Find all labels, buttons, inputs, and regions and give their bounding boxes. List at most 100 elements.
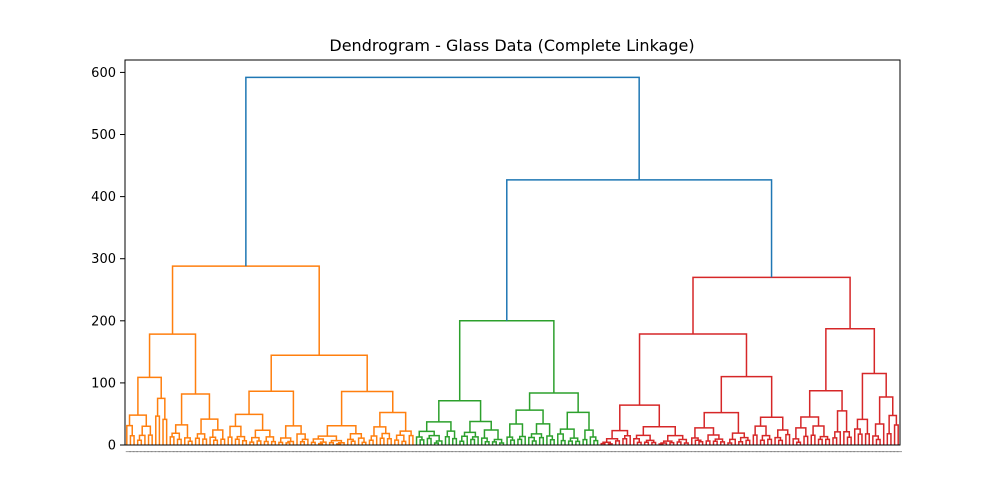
dendrogram-link xyxy=(614,440,621,445)
leaf-label: | xyxy=(817,451,823,453)
leaf-label: | xyxy=(617,451,623,453)
dendrogram-link xyxy=(379,437,385,445)
dendrogram-link xyxy=(176,438,182,445)
leaf-label: | xyxy=(487,451,493,453)
leaf-label: | xyxy=(773,451,779,453)
dendrogram-link xyxy=(832,437,838,445)
dendrogram-link xyxy=(582,438,588,445)
dendrogram-link xyxy=(419,439,425,445)
leaf-label: | xyxy=(737,451,743,453)
leaf-label: | xyxy=(632,451,638,453)
leaf-label: | xyxy=(433,451,439,453)
leaf-label: | xyxy=(704,451,710,453)
leaf-label: | xyxy=(693,451,699,453)
leaf-label: | xyxy=(237,451,243,453)
dendrogram-link xyxy=(471,436,479,445)
leaf-label: | xyxy=(360,451,366,453)
dendrogram-link xyxy=(174,424,189,438)
leaf-label: | xyxy=(125,451,131,453)
leaf-label: | xyxy=(668,451,674,453)
dendrogram-link xyxy=(517,438,523,445)
leaf-label: | xyxy=(596,451,602,453)
leaf-label: | xyxy=(845,451,851,453)
leaf-label: | xyxy=(588,451,594,453)
dendrogram-link xyxy=(567,440,574,445)
leaf-label: | xyxy=(172,451,178,453)
leaf-label: | xyxy=(128,451,134,453)
dendrogram-link xyxy=(326,425,357,437)
dendrogram-link xyxy=(878,396,894,424)
leaf-label: | xyxy=(759,451,765,453)
leaf-label: | xyxy=(266,451,272,453)
leaf-label: | xyxy=(346,451,352,453)
leaf-label: | xyxy=(534,451,540,453)
dendrogram-link xyxy=(138,434,146,445)
leaf-label: | xyxy=(498,451,504,453)
leaf-label: | xyxy=(147,451,153,453)
dendrogram-link xyxy=(593,439,599,445)
leaf-label: | xyxy=(664,451,670,453)
leaf-label: | xyxy=(842,451,848,453)
leaf-label: | xyxy=(650,451,656,453)
leaf-label: | xyxy=(835,451,841,453)
dendrogram-link xyxy=(531,440,537,445)
dendrogram-link xyxy=(129,435,135,445)
leaf-label: | xyxy=(139,451,145,453)
dendrogram-link xyxy=(136,439,143,445)
dendrogram-link xyxy=(817,438,823,445)
dendrogram-link xyxy=(401,440,407,445)
leaf-label: | xyxy=(259,451,265,453)
dendrogram-link xyxy=(141,425,152,436)
leaf-label: | xyxy=(465,451,471,453)
leaf-label: | xyxy=(378,451,384,453)
dendrogram-link xyxy=(731,432,746,440)
dendrogram-link xyxy=(752,434,758,445)
dendrogram-link xyxy=(162,418,168,445)
dendrogram-link xyxy=(703,411,740,434)
leaf-label: | xyxy=(806,451,812,453)
dendrogram-link xyxy=(515,409,544,425)
dendrogram-link xyxy=(469,420,492,433)
dendrogram-link xyxy=(707,434,720,442)
leaf-label: | xyxy=(186,451,192,453)
dendrogram-link xyxy=(651,441,657,445)
dendrogram-link xyxy=(357,437,365,445)
leaf-label: | xyxy=(755,451,761,453)
leaf-label: | xyxy=(730,451,736,453)
leaf-label: | xyxy=(313,451,319,453)
leaf-label: | xyxy=(625,451,631,453)
dendrogram-link xyxy=(470,438,476,445)
leaf-label: | xyxy=(252,451,258,453)
leaf-label: | xyxy=(740,451,746,453)
leaf-label: | xyxy=(226,451,232,453)
dendrogram-link xyxy=(241,439,248,445)
leaf-label: | xyxy=(357,451,363,453)
dendrogram-link xyxy=(767,438,773,445)
leaf-label: | xyxy=(491,451,497,453)
dendrogram-link xyxy=(853,428,861,445)
leaf-label: | xyxy=(331,451,337,453)
dendrogram-link xyxy=(635,434,651,441)
leaf-label: | xyxy=(784,451,790,453)
leaf-label: | xyxy=(194,451,200,453)
dendrogram-link xyxy=(886,432,892,445)
leaf-label: | xyxy=(683,451,689,453)
leaf-label: | xyxy=(657,451,663,453)
dendrogram-link xyxy=(147,434,153,445)
leaf-label: | xyxy=(520,451,526,453)
leaf-label: | xyxy=(896,451,902,453)
dendrogram-link xyxy=(808,390,843,417)
leaf-label: | xyxy=(697,451,703,453)
leaf-label: | xyxy=(458,451,464,453)
leaf-label: | xyxy=(820,451,826,453)
leaf-label: | xyxy=(338,451,344,453)
dendrogram-link xyxy=(171,432,181,440)
leaf-label: | xyxy=(722,451,728,453)
dendrogram-link xyxy=(284,425,302,438)
y-tick-label: 400 xyxy=(91,190,116,205)
leaf-label: | xyxy=(527,451,533,453)
dendrogram-link xyxy=(785,433,791,445)
leaf-label: | xyxy=(856,451,862,453)
leaf-label: | xyxy=(328,451,334,453)
